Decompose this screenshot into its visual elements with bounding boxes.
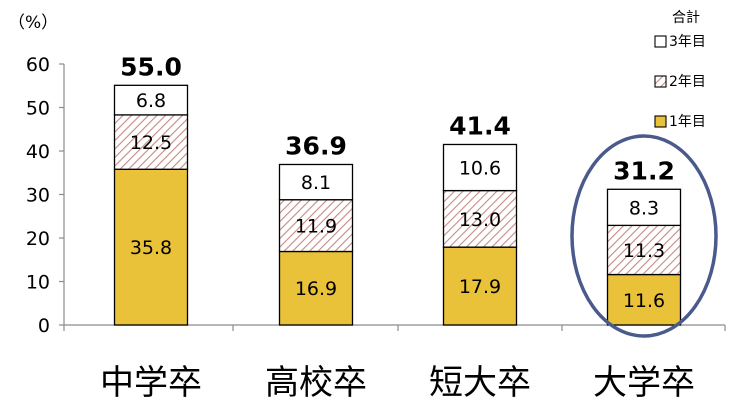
bar-segment <box>442 246 518 326</box>
segment-value-label: 6.8 <box>136 90 166 112</box>
legend-label: 3年目 <box>669 34 706 50</box>
legend-swatch <box>654 115 667 128</box>
segment-value-label: 10.6 <box>459 158 501 180</box>
segment-value-label: 13.0 <box>459 209 501 231</box>
y-tick-label: 40 <box>26 141 50 163</box>
y-tick-label: 30 <box>26 185 50 207</box>
segment-value-label: 11.3 <box>623 240 665 262</box>
bar-segment <box>442 189 518 248</box>
total-value-label: 36.9 <box>285 131 347 160</box>
category-label: 高校卒 <box>265 363 367 403</box>
segment-value-label: 35.8 <box>130 237 172 259</box>
segment-value-label: 16.9 <box>295 278 337 300</box>
bar-segment <box>606 273 682 326</box>
legend-swatch <box>654 75 667 88</box>
total-value-label: 55.0 <box>120 52 182 81</box>
highlight-ellipse <box>570 134 718 338</box>
y-tick-label: 10 <box>26 272 50 294</box>
legend-label: 1年目 <box>669 114 706 130</box>
segment-value-label: 8.3 <box>629 197 659 219</box>
y-tick-label: 0 <box>38 315 50 337</box>
bar-segment <box>278 250 354 326</box>
bar-segment <box>606 188 682 227</box>
legend-swatch <box>654 35 667 48</box>
bar-segment <box>278 163 354 201</box>
bar-segment <box>113 84 189 116</box>
y-axis-unit-label: （%） <box>8 13 58 33</box>
y-tick-label: 50 <box>26 98 50 120</box>
bar-segment <box>113 114 189 170</box>
y-tick-label: 60 <box>26 54 50 76</box>
y-tick-label: 20 <box>26 228 50 250</box>
segment-value-label: 12.5 <box>130 132 172 154</box>
legend-label: 2年目 <box>669 74 706 90</box>
total-value-label: 41.4 <box>449 111 511 140</box>
bar-segment <box>442 143 518 192</box>
category-label: 短大卒 <box>429 363 531 403</box>
bar-segment <box>606 224 682 276</box>
segment-value-label: 17.9 <box>459 276 501 298</box>
bar-segment <box>278 199 354 253</box>
total-value-label: 31.2 <box>613 156 675 185</box>
category-label: 大学卒 <box>593 363 695 403</box>
legend-title: 合計 <box>672 10 700 26</box>
segment-value-label: 8.1 <box>301 172 331 194</box>
segment-value-label: 11.9 <box>295 216 337 238</box>
category-label: 中学卒 <box>100 363 202 403</box>
segment-value-label: 11.6 <box>623 290 665 312</box>
bar-segment <box>113 168 189 326</box>
